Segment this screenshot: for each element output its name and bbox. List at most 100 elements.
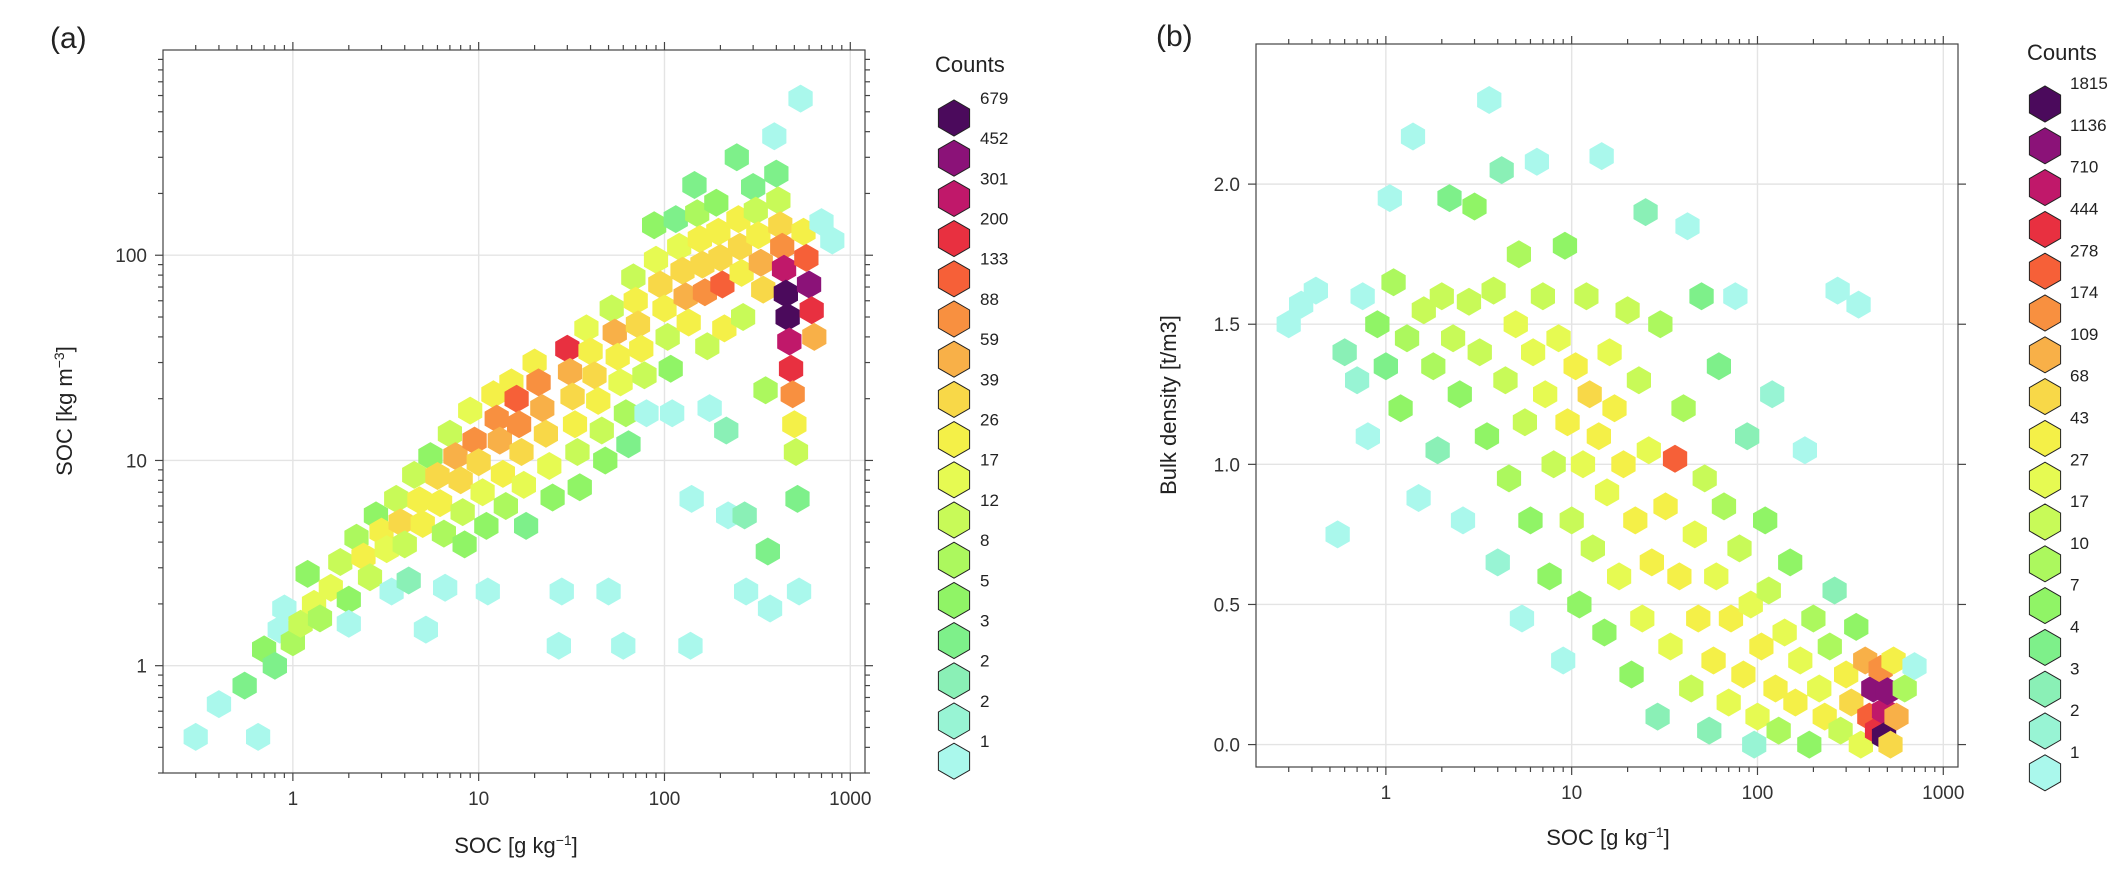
hexbin: [470, 478, 495, 507]
y-tick-label: 1.5: [1214, 315, 1240, 336]
legend-label: 7: [2070, 576, 2079, 595]
legend-swatch: [937, 139, 971, 177]
panel-a-legend-title: Counts: [935, 52, 1005, 77]
hexbin: [1456, 287, 1482, 316]
legend-label: 1: [2070, 743, 2079, 762]
legend-swatch: [2028, 754, 2062, 792]
panel-a-ticks: 1 10 100 1000 1 10 100: [115, 42, 873, 810]
hexbin: [777, 327, 802, 356]
legend-swatch: [937, 622, 971, 660]
hexbin: [796, 270, 822, 299]
hexbin: [732, 501, 757, 530]
panel-b-ticks: 1 10 100 1000 0.0 0.5 1.0 1.5 2.0: [1214, 36, 1966, 804]
panel-a-label: (a): [50, 22, 87, 55]
hexbin: [1481, 276, 1506, 305]
legend-swatch: [2028, 628, 2062, 666]
hexbin: [799, 296, 824, 325]
hexbin: [1766, 716, 1791, 745]
hexbin: [307, 604, 333, 633]
hexbin: [1689, 282, 1714, 311]
hexbin: [1276, 310, 1301, 339]
hexbin: [1350, 282, 1375, 311]
legend-label: 1: [980, 732, 989, 751]
legend-label: 68: [2070, 367, 2089, 386]
hexbin: [487, 426, 512, 455]
hexbin: [1555, 408, 1580, 437]
legend-label: 1815: [2070, 74, 2108, 93]
hexbin: [1577, 380, 1602, 409]
legend-swatch: [937, 99, 971, 137]
hexbin: [537, 452, 562, 480]
hexbin: [1325, 520, 1350, 549]
panel-b-frame: [1255, 43, 1959, 768]
hexbin: [788, 84, 813, 113]
panel-b-xlabel: SOC [g kg−1]: [1546, 824, 1670, 850]
hexbin: [433, 573, 458, 602]
hexbin: [652, 294, 677, 323]
hexbin: [757, 594, 783, 623]
hexbin: [1580, 534, 1605, 563]
hexbin: [1462, 192, 1487, 221]
hexbin: [504, 384, 529, 413]
hexbin: [658, 354, 683, 383]
legend-label: 10: [2070, 534, 2089, 553]
legend-label: 17: [980, 451, 999, 470]
hexbin: [1607, 562, 1632, 591]
hexbin: [589, 416, 614, 445]
y-tick-label: 1.0: [1214, 455, 1240, 476]
hexbin: [1521, 338, 1546, 367]
hexbin: [706, 217, 731, 246]
panel-a-xlabel: SOC [g kg−1]: [454, 832, 578, 858]
legend-swatch: [2028, 127, 2062, 165]
hexbin: [1648, 310, 1673, 339]
hexbin: [490, 459, 515, 488]
hexbin: [1817, 632, 1842, 661]
hexbin: [1365, 310, 1390, 339]
hexbin: [809, 208, 834, 237]
hexbin: [396, 566, 421, 595]
hexbin: [1630, 604, 1655, 633]
x-tick-label: 1000: [1922, 783, 1964, 804]
hexbin: [766, 186, 791, 215]
hexbin: [632, 361, 657, 390]
hexbin: [437, 419, 462, 448]
hexbin: [546, 631, 571, 660]
hexbin: [1546, 324, 1571, 353]
hexbin: [596, 577, 621, 606]
hexbin: [623, 286, 648, 315]
hexbin: [1701, 646, 1726, 675]
hexbin: [388, 508, 413, 537]
hexbin: [685, 199, 710, 228]
legend-swatch: [2028, 210, 2062, 248]
hexbin: [232, 671, 257, 700]
legend-swatch: [2028, 336, 2062, 374]
legend-swatch: [937, 179, 971, 217]
legend-label: 17: [2070, 492, 2089, 511]
hexbin: [1723, 282, 1748, 311]
hexbin: [616, 430, 641, 459]
legend-label: 301: [980, 169, 1008, 188]
hexbin: [663, 205, 688, 234]
hexbin: [608, 368, 633, 397]
hexbin: [1846, 290, 1871, 319]
x-tick-label: 100: [649, 789, 681, 810]
hexbin: [593, 446, 618, 475]
hexbin: [1477, 86, 1502, 114]
legend-label: 278: [2070, 241, 2098, 260]
hexbin: [549, 577, 574, 606]
legend-swatch: [2028, 419, 2062, 457]
hexbin: [764, 159, 789, 188]
hexbin: [802, 322, 827, 351]
hexbin: [1718, 604, 1744, 633]
hexbin: [522, 348, 547, 377]
y-tick-label: 0.5: [1214, 595, 1240, 616]
hexbin: [509, 438, 534, 466]
legend-label: 88: [980, 290, 999, 309]
hexbin: [762, 122, 787, 151]
hexbin: [743, 196, 768, 225]
hexbin: [1716, 688, 1741, 717]
hexbin: [676, 308, 701, 337]
hexbin: [336, 609, 361, 638]
legend-swatch: [2028, 545, 2062, 583]
legend-swatch: [937, 340, 971, 378]
